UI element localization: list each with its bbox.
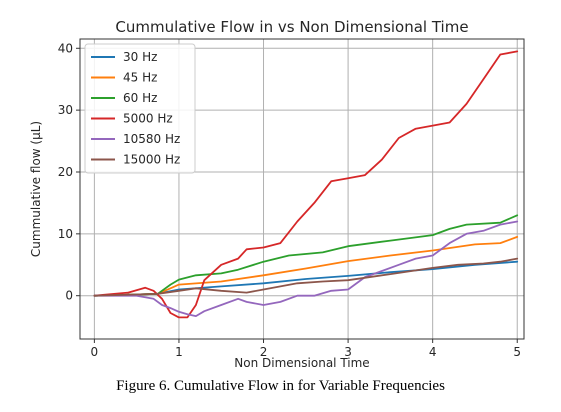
series-line-15000-hz [93,257,519,297]
legend-label: 60 Hz [123,91,157,105]
x-tick-label: 1 [175,345,183,359]
plot-frame [79,38,525,340]
x-tick-label: 5 [513,345,521,359]
legend: 30 Hz 45 Hz 60 Hz 5000 Hz 10580 Hz 15000 Hz [84,43,196,174]
series-line-60-hz [93,214,519,297]
x-tick-label: 4 [429,345,437,359]
figure-caption: Figure 6. Cumulative Flow in for Variabl… [116,378,445,394]
y-tick-label: 10 [58,227,73,241]
legend-label: 30 Hz [123,50,157,64]
x-tick-label: 2 [260,345,268,359]
y-tick-label: 30 [58,103,73,117]
legend-label: 15000 Hz [123,153,180,167]
y-tick-label: 40 [58,41,73,55]
chart: Cummulative Flow in vs Non Dimensional T… [29,18,525,370]
legend-label: 45 Hz [123,71,157,85]
y-tick-label: 20 [58,165,73,179]
x-axis-label: Non Dimensional Time [234,356,369,370]
x-tick-label: 0 [91,345,99,359]
y-axis-label: Cummulative flow (µL) [29,121,43,257]
tick-labels: 0 1 2 3 4 5 0 10 20 30 40 [58,41,521,359]
series-line-5000-hz [93,50,519,319]
chart-title: Cummulative Flow in vs Non Dimensional T… [115,18,468,36]
legend-box [84,43,196,174]
x-tick-label: 3 [344,345,352,359]
legend-label: 5000 Hz [123,112,173,126]
legend-label: 10580 Hz [123,132,180,146]
series-line-10580-hz [93,220,519,318]
series-lines [93,50,519,319]
y-tick-label: 0 [65,289,73,303]
